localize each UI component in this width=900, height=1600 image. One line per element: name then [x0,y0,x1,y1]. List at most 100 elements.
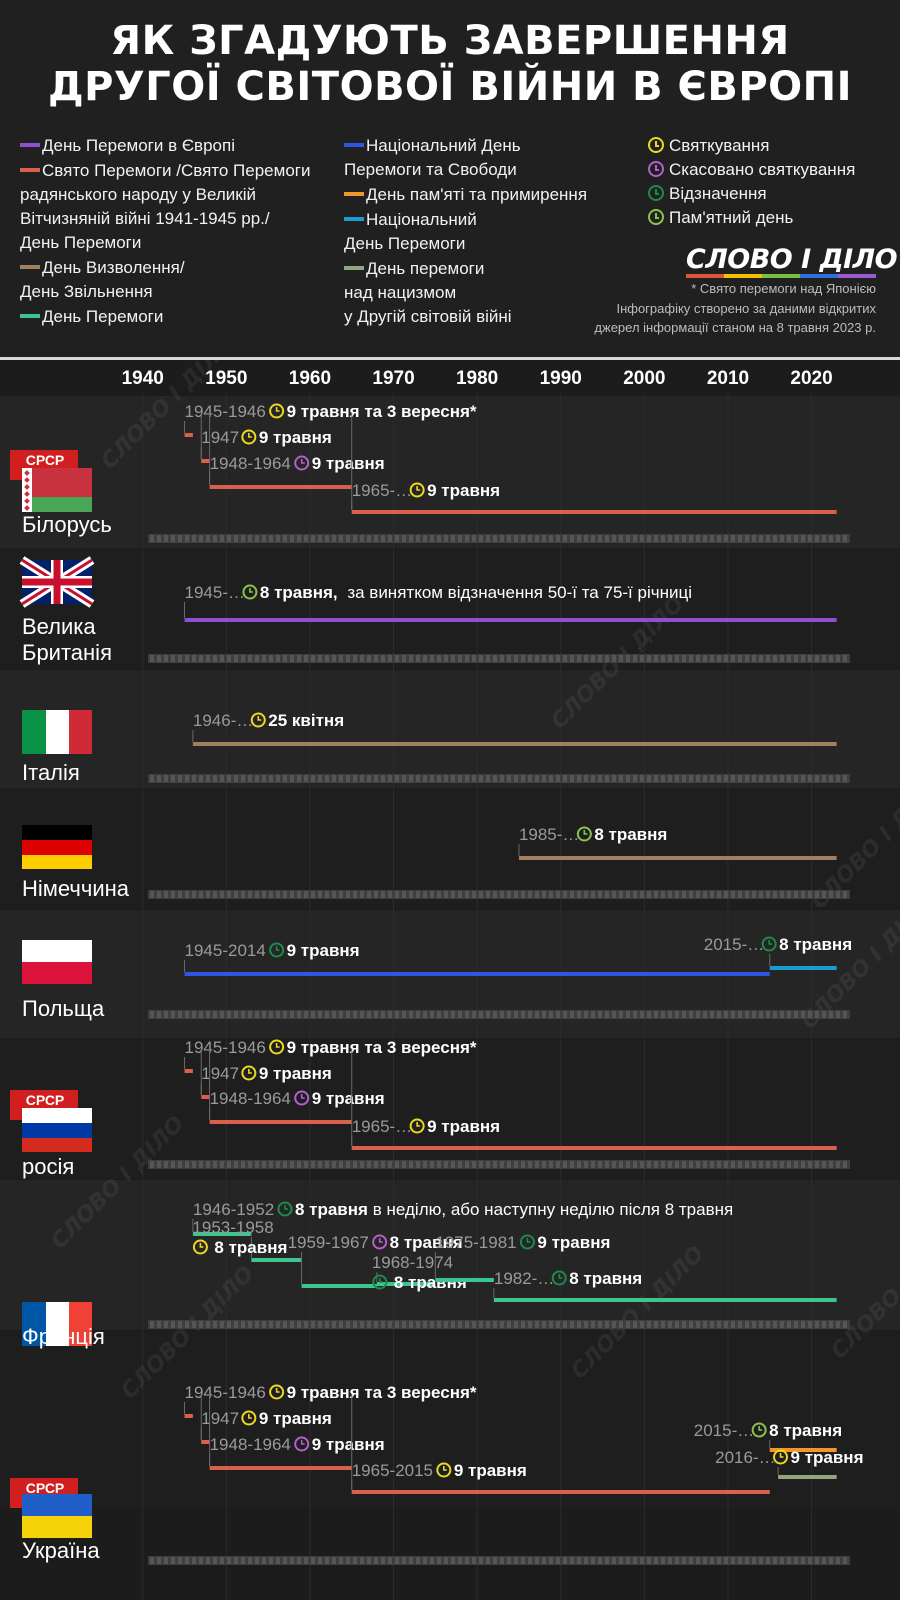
axis-strip-dash [822,655,826,662]
axis-strip-dash [801,775,805,782]
axis-strip-dash [164,535,168,542]
axis-strip-dash [668,655,672,662]
axis-strip-dash [458,1557,462,1564]
axis-strip-dash [738,775,742,782]
axis-strip-dash [220,1321,224,1328]
axis-strip-dash [500,655,504,662]
axis-strip-dash [164,1321,168,1328]
legend-label: Національний День Перемоги та Свободи [344,136,521,179]
axis-strip-dash [612,775,616,782]
axis-strip-dash [689,535,693,542]
axis-strip-dash [150,1557,154,1564]
axis-strip-dash [773,655,777,662]
axis-strip-dash [213,1161,217,1168]
axis-strip-dash [171,655,175,662]
axis-strip-dash [409,535,413,542]
axis-strip-dash [696,1161,700,1168]
period-date: 8 травня [594,825,667,844]
axis-strip-dash [437,1557,441,1564]
axis-strip-dash [283,1557,287,1564]
footnote: * Свято перемоги над Японією [691,281,876,296]
axis-strip-dash [598,1557,602,1564]
period-label: 1947 [201,1409,239,1428]
axis-strip-dash [724,891,728,898]
axis-strip-dash [591,1161,595,1168]
clock-icon [751,1422,767,1438]
axis-strip-dash [514,1321,518,1328]
clock-face [773,1449,789,1465]
axis-strip-dash [815,1321,819,1328]
axis-strip-dash [325,535,329,542]
axis-strip-dash [787,1321,791,1328]
axis-strip-dash [388,891,392,898]
axis-strip-dash [591,655,595,662]
clock-icon [551,1270,567,1286]
axis-strip-dash [647,775,651,782]
axis-strip-dash [801,1011,805,1018]
axis-strip-dash [241,535,245,542]
axis-strip-dash [633,1011,637,1018]
axis-strip-dash [801,535,805,542]
flag-stripe [22,840,92,855]
axis-strip-dash [612,891,616,898]
period-label: 1945-1946 [185,402,266,421]
axis-strip-dash [220,1161,224,1168]
axis-strip-dash [171,1321,175,1328]
axis-strip-dash [724,775,728,782]
legend-item: Національний День Перемоги та Свободи [344,134,624,182]
axis-strip-dash [605,775,609,782]
axis-strip-dash [367,775,371,782]
flag-stripe [69,710,92,754]
axis-strip-dash [843,655,847,662]
ussr-badge [12,450,78,470]
axis-strip-dash [367,1011,371,1018]
axis-strip-dash [423,1161,427,1168]
axis-strip-dash [822,775,826,782]
axis-strip-dash [584,1557,588,1564]
axis-strip-dash [654,1557,658,1564]
axis-tick-label: 1960 [289,368,331,389]
axis-strip-dash [353,1557,357,1564]
axis-strip-dash [717,891,721,898]
axis-strip-dash [577,1557,581,1564]
axis-strip-dash [451,1011,455,1018]
axis-strip-dash [171,891,175,898]
flag-stripe [22,1516,92,1538]
legend-icon-item: Скасовано святкування [648,158,888,182]
clock-icon [241,1065,257,1081]
axis-strip-dash [437,1161,441,1168]
axis-strip-dash [227,1011,231,1018]
axis-strip-dash [248,655,252,662]
axis-strip-dash [430,1161,434,1168]
clock-icon [436,1462,452,1478]
axis-strip-dash [332,535,336,542]
clock-icon [519,1234,535,1250]
axis-strip-dash [297,1011,301,1018]
axis-strip-dash [332,1321,336,1328]
legend-label: День перемоги над нацизмом у Другій світ… [344,259,512,326]
axis-strip-dash [444,1557,448,1564]
axis-strip-dash [227,891,231,898]
axis-strip-dash [220,891,224,898]
ussr-label: СРСР [26,452,65,468]
axis-strip-dash [339,1557,343,1564]
axis-strip-dash [297,1321,301,1328]
axis-strip-dash [661,1161,665,1168]
axis-strip-dash [724,1011,728,1018]
axis-strip-dash [297,1557,301,1564]
axis-strip-dash [724,1321,728,1328]
axis-strip-dash [829,891,833,898]
clock-icon [372,1274,388,1290]
clock-face [269,942,285,958]
axis-strip-dash [290,535,294,542]
axis-strip-dash [745,775,749,782]
axis-strip-dash [528,775,532,782]
axis-strip-dash [325,1557,329,1564]
axis-strip-dash [150,535,154,542]
axis-strip-dash [227,775,231,782]
axis-strip-dash [409,1011,413,1018]
axis-strip-dash [248,1011,252,1018]
period-bar [184,433,193,437]
axis-strip-dash [388,535,392,542]
axis-strip-dash [654,891,658,898]
